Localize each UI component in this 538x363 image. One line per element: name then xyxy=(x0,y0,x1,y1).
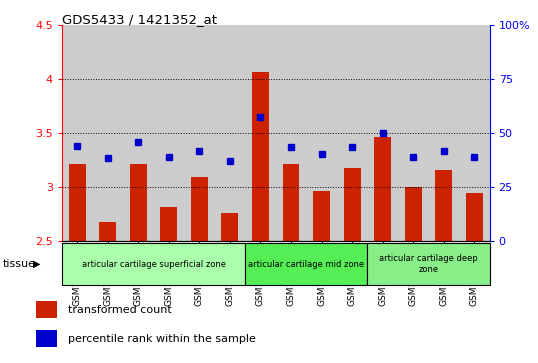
Bar xyxy=(191,176,208,241)
Bar xyxy=(367,25,398,241)
Text: GDS5433 / 1421352_at: GDS5433 / 1421352_at xyxy=(62,13,217,26)
Bar xyxy=(282,164,300,241)
Bar xyxy=(466,193,483,241)
Bar xyxy=(398,25,428,241)
Bar xyxy=(153,25,184,241)
Text: percentile rank within the sample: percentile rank within the sample xyxy=(68,334,256,344)
Bar xyxy=(222,213,238,241)
Bar xyxy=(276,25,306,241)
Bar xyxy=(215,25,245,241)
Bar xyxy=(93,25,123,241)
Bar xyxy=(306,25,337,241)
Bar xyxy=(245,243,367,285)
Bar xyxy=(405,187,422,241)
Bar xyxy=(367,243,490,285)
Text: tissue: tissue xyxy=(3,259,36,269)
Bar xyxy=(100,222,116,241)
Bar xyxy=(252,72,269,241)
Bar xyxy=(130,164,147,241)
Bar xyxy=(344,168,360,241)
Bar xyxy=(36,301,56,318)
Text: ▶: ▶ xyxy=(33,259,41,269)
Text: articular cartilage mid zone: articular cartilage mid zone xyxy=(248,260,364,269)
Bar xyxy=(428,25,459,241)
Text: transformed count: transformed count xyxy=(68,305,172,315)
Bar xyxy=(245,25,275,241)
Bar xyxy=(337,25,367,241)
Bar xyxy=(435,170,452,241)
Bar xyxy=(36,330,56,347)
Bar xyxy=(313,191,330,241)
Bar xyxy=(459,25,490,241)
Text: articular cartilage superficial zone: articular cartilage superficial zone xyxy=(82,260,225,269)
Bar xyxy=(69,164,86,241)
Bar xyxy=(62,25,93,241)
Bar xyxy=(62,243,245,285)
Text: articular cartilage deep
zone: articular cartilage deep zone xyxy=(379,254,478,274)
Bar xyxy=(374,136,391,241)
Bar xyxy=(184,25,215,241)
Bar xyxy=(160,207,177,241)
Bar xyxy=(123,25,153,241)
